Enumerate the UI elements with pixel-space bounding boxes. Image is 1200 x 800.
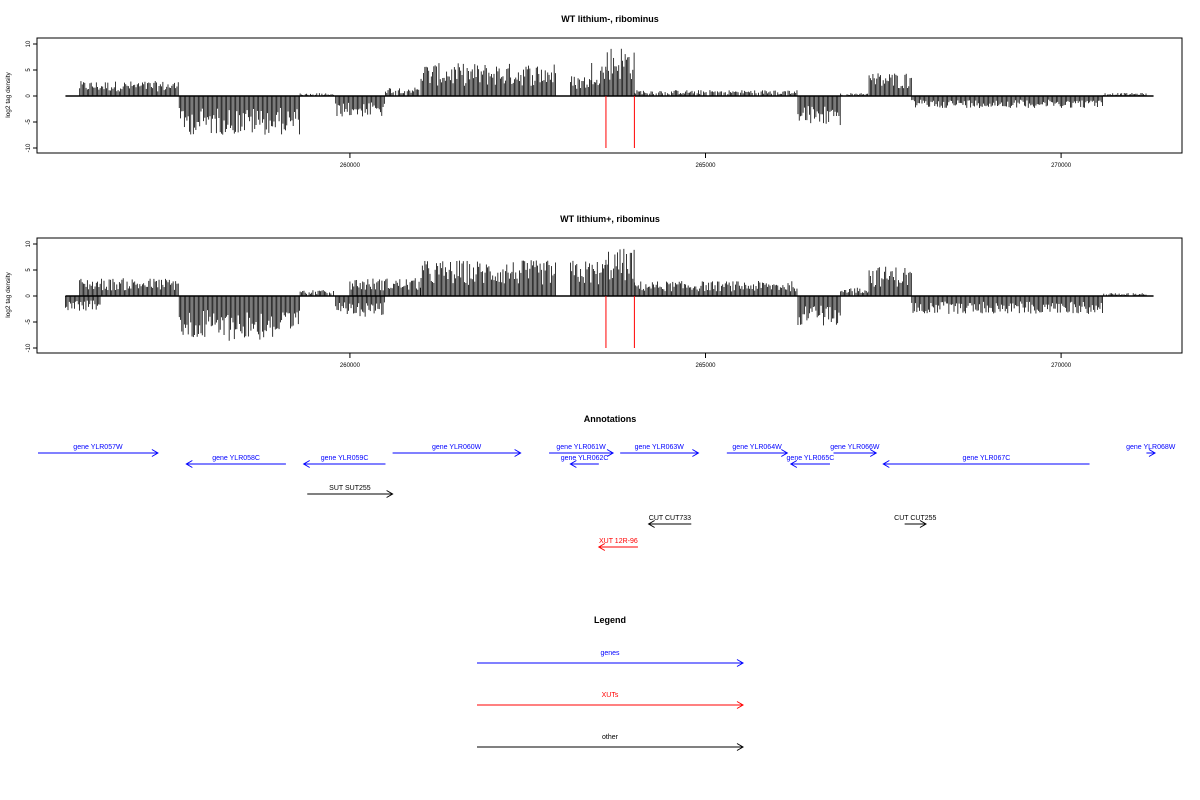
feature-arrow-head xyxy=(692,449,700,457)
feature: CUT CUT733 xyxy=(647,515,692,528)
feature-label: gene YLR060W xyxy=(432,444,482,451)
legend-item: other xyxy=(477,734,744,751)
feature-arrow-head xyxy=(185,460,193,468)
legend: Legend genes XUTs other xyxy=(477,615,744,751)
feature: gene YLR059C xyxy=(302,455,386,468)
feature: gene YLR068W xyxy=(1126,444,1176,457)
feature-label: gene YLR059C xyxy=(321,455,369,462)
feature: CUT CUT255 xyxy=(894,515,937,528)
feature: gene YLR061W xyxy=(549,444,615,457)
feature-label: gene YLR067C xyxy=(963,455,1011,462)
y-axis: -10 -5 0 5 10 xyxy=(26,40,38,152)
x-tick-label: 270000 xyxy=(1051,163,1072,169)
legend-arrow-head xyxy=(736,701,744,709)
site-markers xyxy=(605,96,635,148)
feature-list: gene YLR057W gene YLR058C gene YLR059C gene… xyxy=(38,444,1176,551)
feature: gene YLR066W xyxy=(830,444,880,457)
feature-arrow-head xyxy=(606,449,615,457)
feature: gene YLR062C xyxy=(561,455,609,468)
legend-arrow-head xyxy=(736,659,744,667)
y-tick-label: 5 xyxy=(26,268,32,272)
feature-arrow-head xyxy=(789,460,798,468)
legend-item: genes xyxy=(477,650,744,667)
feature-arrow-head xyxy=(1148,449,1156,457)
feature-label: gene YLR058C xyxy=(212,455,260,462)
y-axis-label: log2 tag density xyxy=(5,271,12,317)
feature: gene YLR058C xyxy=(185,455,286,468)
y-axis-label: log2 tag density xyxy=(5,71,12,117)
density-bars xyxy=(65,48,1154,135)
feature-label: gene YLR057W xyxy=(73,444,123,451)
density-panel-lithium-plus: WT lithium+, ribominus log2 tag density … xyxy=(5,214,1183,369)
y-axis: -10 -5 0 5 10 xyxy=(26,240,38,352)
feature-label: gene YLR066W xyxy=(830,444,880,451)
feature-arrow-head xyxy=(386,490,394,498)
x-tick-label: 270000 xyxy=(1051,363,1072,369)
feature: gene YLR064W xyxy=(726,444,789,457)
feature: gene YLR060W xyxy=(392,444,522,457)
feature: gene YLR065C xyxy=(787,455,835,468)
feature-arrow-head xyxy=(919,520,927,528)
density-panel-lithium-minus: WT lithium-, ribominus log2 tag density … xyxy=(5,14,1183,169)
feature-label: CUT CUT733 xyxy=(649,515,691,522)
feature: gene YLR063W xyxy=(620,444,700,457)
x-tick-label: 260000 xyxy=(340,363,361,369)
legend-label: genes xyxy=(600,650,620,657)
feature: SUT SUT255 xyxy=(307,485,394,498)
y-tick-label: -10 xyxy=(26,343,32,352)
panel-title: WT lithium-, ribominus xyxy=(561,14,659,24)
y-tick-label: -10 xyxy=(26,143,32,152)
x-tick-label: 265000 xyxy=(695,163,716,169)
site-markers xyxy=(605,296,635,348)
x-tick-label: 260000 xyxy=(340,163,361,169)
feature-label: gene YLR068W xyxy=(1126,444,1176,451)
legend-title: Legend xyxy=(594,615,626,625)
feature-arrow-head xyxy=(514,449,522,457)
feature-arrow-head xyxy=(302,460,310,468)
feature-arrow-head xyxy=(569,460,577,468)
feature: gene YLR067C xyxy=(882,455,1090,468)
legend-item: XUTs xyxy=(477,692,744,709)
feature-arrow-head xyxy=(882,460,890,468)
y-tick-label: 10 xyxy=(26,240,32,247)
x-axis: 260000 265000 270000 xyxy=(340,353,1072,369)
y-tick-label: 5 xyxy=(26,68,32,72)
feature-label: gene YLR064W xyxy=(732,444,782,451)
legend-label: other xyxy=(602,734,619,741)
feature-arrow-head xyxy=(781,449,789,457)
feature-label: CUT CUT255 xyxy=(894,515,936,522)
y-tick-label: -5 xyxy=(26,319,32,325)
x-axis: 260000 265000 270000 xyxy=(340,153,1072,169)
feature-arrow-head xyxy=(647,520,655,528)
legend-items: genes XUTs other xyxy=(477,650,744,751)
legend-label: XUTs xyxy=(602,692,619,699)
feature-label: gene YLR062C xyxy=(561,455,609,462)
y-tick-label: -5 xyxy=(26,119,32,125)
y-tick-label: 0 xyxy=(26,94,32,98)
feature-label: XUT 12R-96 xyxy=(599,538,638,545)
feature: XUT 12R-96 xyxy=(597,538,638,551)
y-tick-label: 10 xyxy=(26,40,32,47)
feature-label: gene YLR061W xyxy=(556,444,606,451)
feature-arrow-head xyxy=(151,449,159,457)
x-tick-label: 265000 xyxy=(695,363,716,369)
density-bars xyxy=(65,248,1154,341)
annotations-title: Annotations xyxy=(584,414,637,424)
feature-label: SUT SUT255 xyxy=(329,485,371,492)
feature-label: gene YLR063W xyxy=(635,444,685,451)
feature-arrow-head xyxy=(869,449,878,457)
feature: gene YLR057W xyxy=(38,444,159,457)
legend-arrow-head xyxy=(736,743,744,751)
y-tick-label: 0 xyxy=(26,294,32,298)
feature-label: gene YLR065C xyxy=(787,455,835,462)
panel-title: WT lithium+, ribominus xyxy=(560,214,660,224)
feature-arrow-head xyxy=(597,543,606,551)
